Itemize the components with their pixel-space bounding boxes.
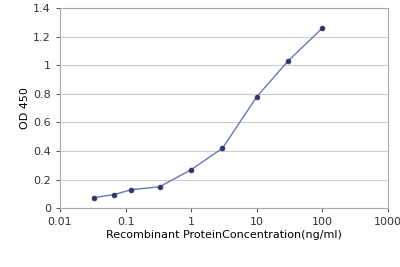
- Y-axis label: OD 450: OD 450: [20, 87, 30, 129]
- X-axis label: Recombinant ProteinConcentration(ng/ml): Recombinant ProteinConcentration(ng/ml): [106, 230, 342, 240]
